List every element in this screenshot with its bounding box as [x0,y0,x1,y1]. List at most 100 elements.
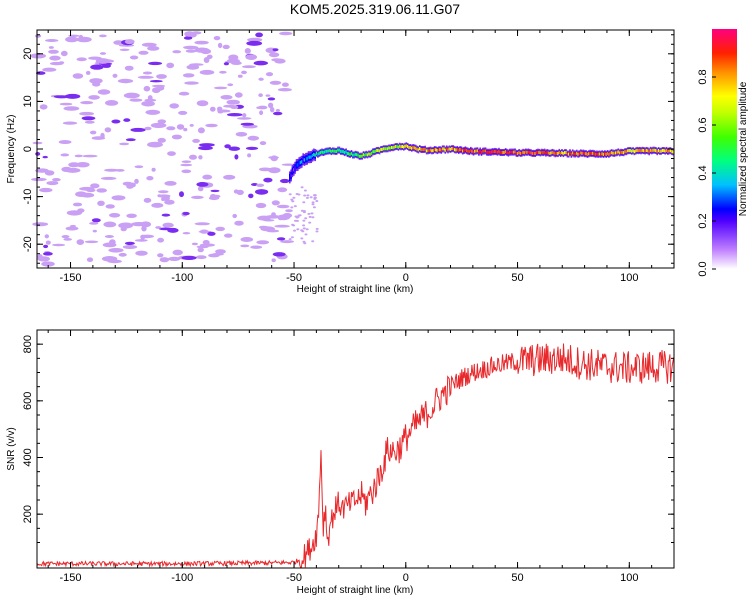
noise-blob [76,57,87,62]
trace-core [475,149,477,153]
noise-blob [268,52,280,58]
trace-core [297,163,299,167]
noise-blob [105,100,119,106]
trace-core [651,149,653,153]
trace-core [657,149,660,153]
trace-core [349,152,351,156]
trace-core [547,151,550,155]
noise-blob [49,55,61,61]
noise-blob [43,244,49,249]
noise-blob [302,219,306,222]
trace-core [519,151,522,155]
noise-blob [92,229,97,233]
trace-core [499,150,502,155]
noise-blob [315,200,319,202]
noise-blob [74,154,83,158]
trace-core [326,149,329,153]
trace-core [428,148,430,152]
trace-core [373,150,376,154]
noise-blob [151,167,156,172]
trace-core [659,149,661,153]
noise-blob [207,231,216,236]
trace-core [578,152,581,156]
noise-blob [44,170,55,176]
trace-core [404,144,406,148]
noise-blob [292,196,296,199]
noise-blob [90,64,104,70]
trace-core [569,151,571,155]
trace-core [585,152,587,156]
noise-blob [161,213,171,217]
trace-core [315,151,318,155]
noise-blob [270,107,275,113]
noise-blob [76,36,92,43]
x-tick-label: -150 [60,272,82,284]
trace-core [604,152,606,156]
trace-core [448,147,451,151]
noise-blob [151,202,164,208]
trace-core [333,149,335,153]
trace-core [356,153,358,157]
noise-blob [48,46,54,49]
trace-core [570,152,573,156]
trace-core [433,148,436,152]
trace-core [331,149,334,153]
noise-blob [245,54,258,60]
noise-blob [64,93,81,99]
trace-core [460,148,463,152]
noise-blob [270,155,278,162]
noise-blob [123,118,131,122]
spectrogram-xlabel: Height of straight line (km) [297,284,414,295]
trace-core [301,160,303,164]
trace-core [588,152,590,156]
noise-blob [277,187,288,193]
noise-blob [256,106,262,109]
trace-core [342,150,345,154]
trace-core [338,148,341,152]
colorbar-tick-label: 0.4 [697,165,709,180]
noise-blob [88,95,100,100]
trace-core [425,149,428,153]
noise-blob [172,249,183,256]
trace-core [431,149,433,153]
noise-blob [300,209,304,212]
noise-blob [68,162,80,168]
snr-ylabel: SNR (v/v) [6,427,17,470]
colorbar-label: Normalized spectral amplitude [738,81,749,216]
noise-blob [76,162,90,168]
noise-blob [150,122,167,128]
noise-blob [85,70,91,75]
noise-blob [303,194,307,197]
noise-blob [293,205,297,208]
trace-core [317,152,319,156]
trace-core [573,152,575,156]
noise-blob [266,229,280,233]
noise-blob [59,102,73,106]
noise-blob [272,48,279,52]
trace-core [496,150,499,154]
noise-blob [307,212,311,215]
noise-blob [234,92,243,98]
trace-core [307,155,310,159]
noise-blob [172,50,182,54]
x-tick-label: 100 [620,572,638,584]
trace-core [413,146,416,150]
trace-core [403,145,405,149]
trace-core [647,149,649,153]
noise-blob [124,65,134,71]
trace-core [337,148,339,152]
trace-core [415,146,417,150]
noise-blob [182,211,190,216]
trace-core [539,151,542,155]
noise-blob [186,64,200,70]
trace-core [567,152,570,156]
noise-blob [291,200,295,203]
trace-core [417,148,420,152]
trace-core [335,149,338,153]
trace-core [378,149,381,153]
trace-core [626,149,629,153]
noise-blob [65,226,79,231]
noise-blob [145,109,161,115]
